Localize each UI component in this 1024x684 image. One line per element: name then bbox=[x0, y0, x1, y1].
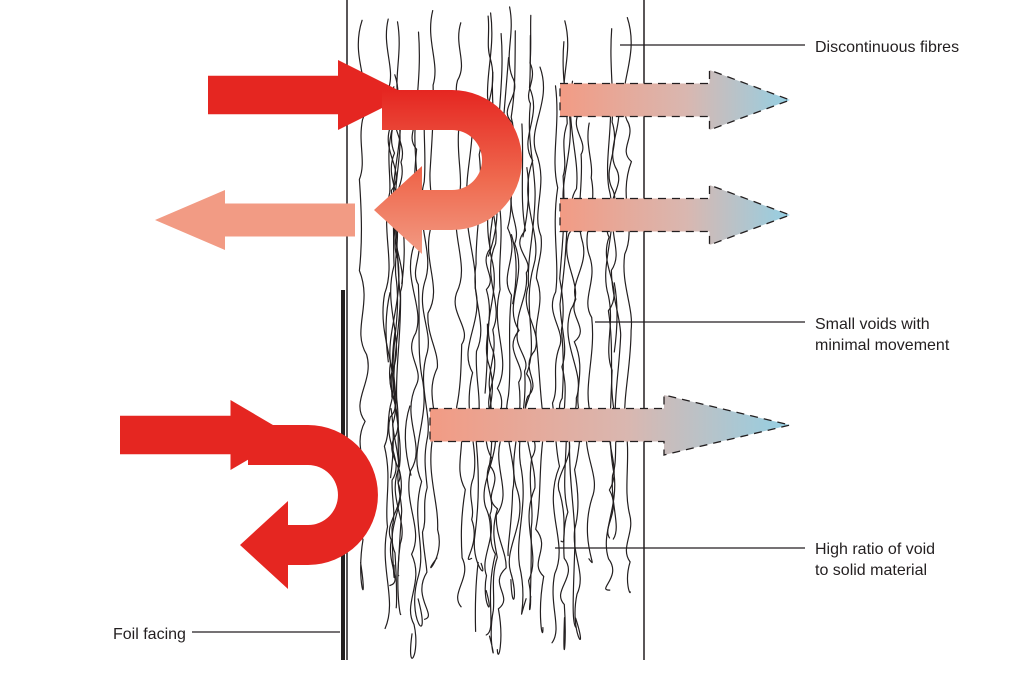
arrow-heat-reflected bbox=[155, 190, 355, 250]
arrow-heat-through-2 bbox=[560, 185, 790, 245]
arrow-heat-through-1 bbox=[560, 70, 790, 130]
label-small-voids: Small voids with minimal movement bbox=[815, 315, 949, 357]
diagram-stage: Discontinuous fibres Small voids with mi… bbox=[0, 0, 1024, 684]
label-high-ratio: High ratio of void to solid material bbox=[815, 540, 935, 582]
arrow-uturn-foil bbox=[240, 425, 378, 589]
label-discontinuous-fibres: Discontinuous fibres bbox=[815, 38, 959, 59]
arrow-heat-in-top bbox=[208, 60, 408, 130]
label-foil-facing: Foil facing bbox=[113, 625, 186, 646]
